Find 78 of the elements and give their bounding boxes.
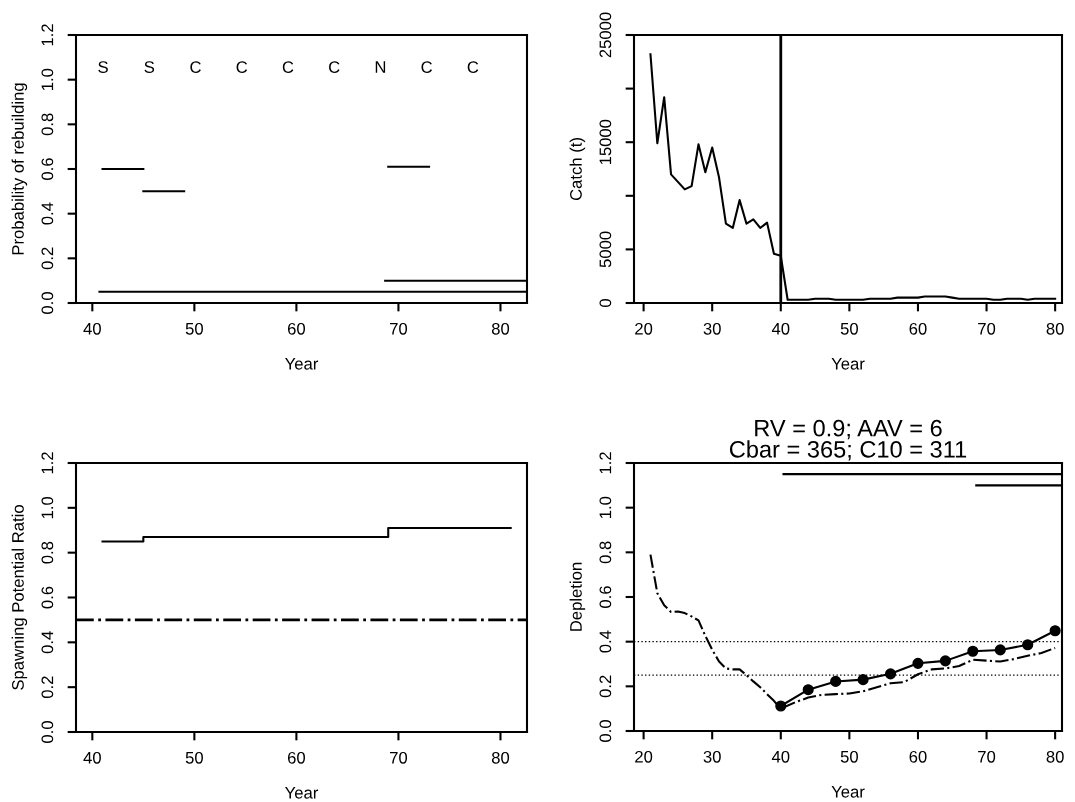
- x-tick-label: 40: [771, 322, 790, 335]
- y-tick-label: 1.2: [599, 452, 612, 474]
- point: [884, 668, 897, 680]
- y-tick-label: 1.2: [41, 452, 54, 474]
- y-tick-label: 0.0: [599, 720, 612, 742]
- annotation: C: [421, 61, 433, 73]
- annotation: C: [190, 61, 201, 73]
- y-axis-title: Spawning Potential Ratio: [11, 505, 28, 690]
- x-tick-label: 30: [703, 750, 721, 763]
- y-tick-label: 0: [599, 299, 612, 307]
- y-tick-label: 1.2: [41, 24, 54, 46]
- point: [1049, 625, 1061, 637]
- x-tick-label: 60: [287, 322, 306, 335]
- x-tick-label: 50: [840, 750, 858, 763]
- annotation: C: [329, 61, 340, 73]
- y-tick-label: 0.6: [41, 586, 54, 609]
- x-tick-label: 70: [390, 751, 408, 764]
- y-tick-label: 0.6: [41, 158, 54, 180]
- annotation: S: [144, 61, 155, 73]
- x-tick-label: 80: [1046, 322, 1064, 335]
- x-tick-label: 60: [909, 322, 927, 335]
- x-tick-label: 80: [491, 322, 510, 335]
- point: [1022, 639, 1034, 651]
- x-tick-label: 40: [771, 750, 790, 763]
- y-tick-label: 0.0: [41, 721, 54, 743]
- point: [994, 644, 1006, 656]
- annotation: S: [98, 61, 108, 73]
- x-tick-label: 40: [83, 322, 101, 335]
- x-tick-label: 70: [978, 750, 996, 763]
- annotation: N: [375, 61, 386, 73]
- y-tick-label: 0.2: [599, 675, 612, 698]
- y-tick-label: 1.0: [41, 496, 54, 519]
- point: [775, 700, 787, 712]
- x-tick-label: 30: [703, 322, 721, 335]
- x-axis-title: Year: [831, 786, 865, 798]
- y-tick-label: 1.0: [41, 68, 54, 90]
- x-tick-label: 50: [185, 751, 203, 764]
- y-axis-title: Depletion: [569, 562, 586, 631]
- point: [802, 684, 814, 696]
- y-tick-label: 1.0: [599, 496, 612, 518]
- point: [912, 657, 924, 669]
- y-tick-label: 0.2: [41, 676, 54, 699]
- y-axis-title: Catch (t): [569, 138, 586, 201]
- y-tick-label: 5000: [599, 231, 612, 268]
- y-tick-label: 0.8: [41, 541, 54, 564]
- point: [967, 645, 979, 657]
- y-tick-label: 15000: [599, 119, 612, 165]
- y-tick-label: 0.4: [41, 202, 54, 225]
- annotation: C: [236, 61, 248, 73]
- point: [857, 674, 869, 686]
- x-tick-label: 70: [390, 322, 408, 335]
- annotation: C: [282, 61, 294, 73]
- x-tick-label: 20: [635, 322, 653, 335]
- x-tick-label: 60: [909, 750, 927, 763]
- y-tick-label: 0.0: [41, 292, 54, 314]
- x-tick-label: 60: [287, 751, 306, 764]
- point: [939, 655, 951, 667]
- x-tick-label: 50: [185, 322, 203, 335]
- y-tick-label: 0.8: [599, 541, 612, 564]
- annotation: C: [467, 61, 479, 73]
- y-tick-label: 0.6: [599, 586, 612, 608]
- x-tick-label: 50: [840, 322, 858, 335]
- x-tick-label: 80: [491, 751, 510, 764]
- point: [830, 675, 842, 687]
- y-tick-label: 0.8: [41, 113, 54, 136]
- chart-title: RV = 0.9; AAV = 6 Cbar = 365; C10 = 311: [729, 419, 967, 461]
- x-tick-label: 70: [978, 322, 996, 335]
- y-tick-label: 0.4: [41, 631, 54, 654]
- x-axis-title: Year: [285, 358, 319, 370]
- y-axis-title: Probability of rebuilding: [11, 83, 28, 255]
- x-axis-title: Year: [831, 358, 865, 370]
- y-tick-label: 0.4: [599, 630, 612, 653]
- y-tick-label: 0.2: [41, 247, 54, 270]
- x-axis-title: Year: [285, 787, 319, 799]
- x-tick-label: 80: [1046, 750, 1064, 763]
- x-tick-label: 20: [635, 750, 653, 763]
- y-tick-label: 25000: [599, 12, 612, 58]
- x-tick-label: 40: [83, 751, 101, 764]
